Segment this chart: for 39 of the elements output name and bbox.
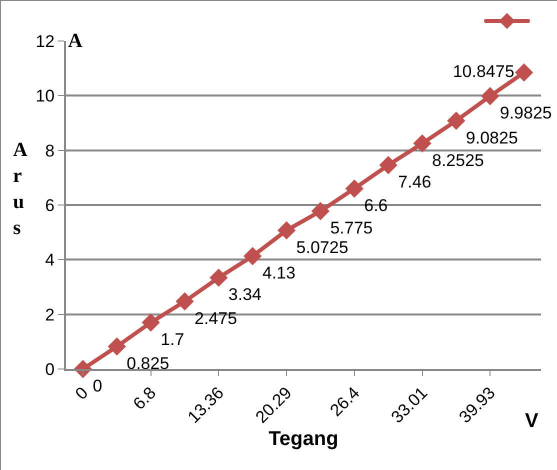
- y-tick-label: 2: [45, 305, 55, 324]
- text: V: [525, 410, 539, 432]
- y-tick-label: 4: [45, 250, 55, 270]
- data-label: 5.0725: [296, 238, 348, 257]
- y-tick-label: 10: [36, 86, 55, 106]
- point: [108, 337, 126, 356]
- data-label: 8.2525: [432, 150, 484, 170]
- y-tick-label: 8: [45, 141, 55, 160]
- point: [210, 268, 228, 287]
- point: [481, 87, 500, 106]
- y-axis-title: Arus: [13, 139, 28, 239]
- data-label: 5.775: [330, 218, 373, 238]
- point: [142, 313, 160, 332]
- point: [176, 292, 194, 310]
- x-axis-title: Tegang: [268, 428, 338, 450]
- data-label: 4.13: [262, 264, 296, 283]
- data-label: 6.6: [364, 196, 388, 216]
- point: [244, 247, 262, 266]
- y-tick-label: 12: [36, 32, 55, 51]
- data-label: 7.46: [398, 172, 432, 192]
- point: [514, 63, 534, 82]
- point: [447, 112, 466, 130]
- data-label: 2.475: [194, 308, 238, 328]
- point: [345, 180, 364, 198]
- y-tick-label: 6: [45, 196, 55, 215]
- point: [379, 156, 398, 174]
- data-label: 9.0825: [466, 128, 518, 148]
- y-tick-label: 0: [45, 360, 55, 379]
- data-label: 0.825: [126, 354, 170, 373]
- data-label: 9.9825: [500, 104, 552, 123]
- point: [413, 134, 432, 153]
- x-tick-label: 0: [72, 383, 92, 404]
- data-label: 3.34: [228, 285, 262, 304]
- annotation: A: [68, 30, 83, 52]
- point: [311, 202, 330, 220]
- data-label: 10.8475: [452, 62, 514, 81]
- data-label: 1.7: [160, 330, 184, 350]
- point: [277, 221, 296, 240]
- x-tick-label: 6.8: [130, 383, 160, 414]
